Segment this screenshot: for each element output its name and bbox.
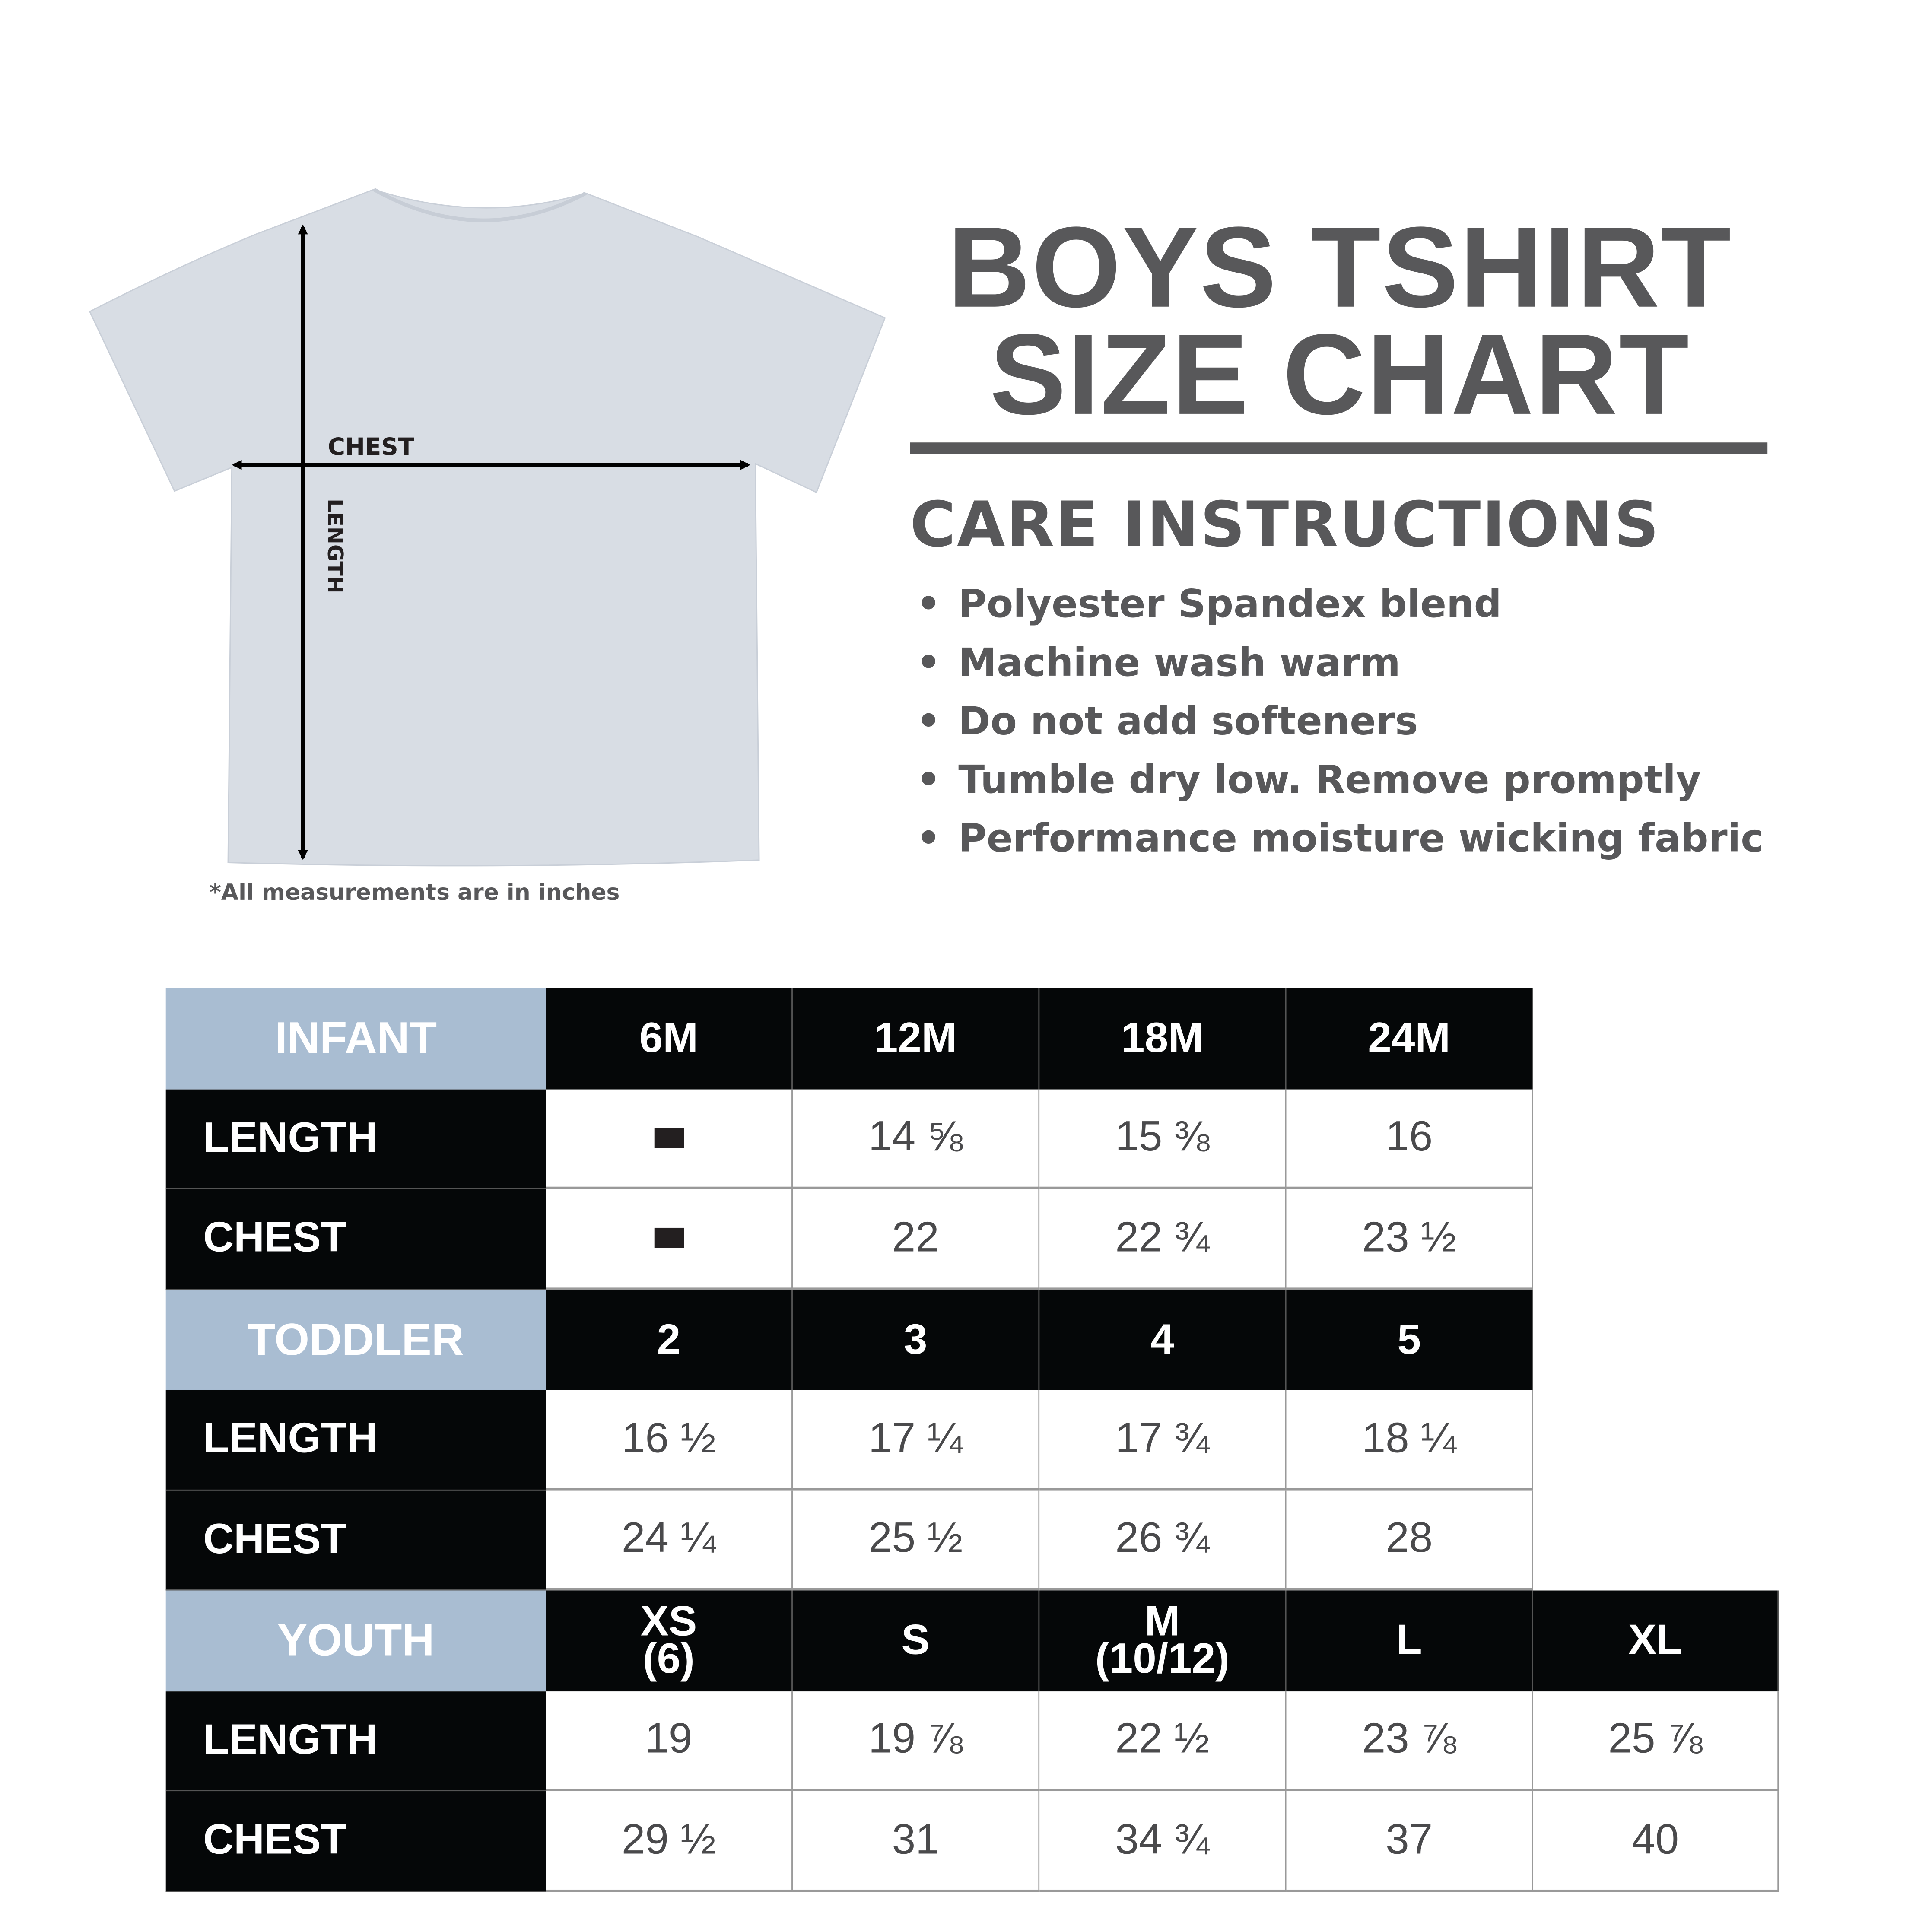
category-toddler: TODDLER (165, 1289, 546, 1390)
care-heading: CARE INSTRUCTIONS (910, 488, 1660, 561)
measurement-value (546, 1189, 793, 1290)
title-line-1: BOYS TSHIRT (947, 204, 1732, 332)
size-header: 5 (1286, 1289, 1533, 1390)
measurement-value: 19 (546, 1690, 793, 1792)
care-item: Do not add softeners (916, 693, 1764, 752)
measurement-value: 23 ⅞ (1286, 1690, 1533, 1792)
measurement-value (546, 1089, 793, 1189)
measurement-value: 23 ½ (1286, 1189, 1533, 1290)
title-line-2: SIZE CHART (989, 311, 1690, 439)
measurement-note: *All measurements are in inches (209, 880, 620, 906)
size-header: 6M (546, 988, 793, 1089)
care-list: Polyester Spandex blend Machine wash war… (916, 576, 1764, 869)
care-item: Polyester Spandex blend (916, 576, 1764, 635)
size-header: M (10/12) (1039, 1590, 1287, 1691)
size-header: XL (1533, 1590, 1779, 1691)
category-youth: YOUTH (165, 1590, 546, 1691)
size-header: 3 (792, 1289, 1040, 1390)
measurement-value: 15 ⅜ (1039, 1089, 1287, 1189)
measurement-value: 22 ¾ (1039, 1189, 1287, 1290)
category-infant: INFANT (165, 988, 546, 1089)
row-label-length: LENGTH (165, 1089, 546, 1189)
care-item: Performance moisture wicking fabric (916, 810, 1764, 869)
measurement-value: 25 ⅞ (1533, 1690, 1779, 1792)
measurement-value: 26 ¾ (1039, 1490, 1287, 1591)
size-header: XS (6) (546, 1590, 793, 1691)
measurement-value: 31 (792, 1791, 1040, 1892)
row-label-chest: CHEST (165, 1791, 546, 1892)
row-label-length: LENGTH (165, 1389, 546, 1490)
row-label-chest: CHEST (165, 1490, 546, 1591)
measurement-value: 37 (1286, 1791, 1533, 1892)
measurement-value: 22 (792, 1189, 1040, 1290)
measurement-value: 25 ½ (792, 1490, 1040, 1591)
measurement-value: 17 ¼ (792, 1389, 1040, 1490)
row-label-chest: CHEST (165, 1189, 546, 1290)
length-label: LENGTH (323, 499, 348, 594)
size-header: 24M (1286, 988, 1533, 1089)
measurement-value: 16 (1286, 1089, 1533, 1189)
measurement-value: 19 ⅞ (792, 1690, 1040, 1792)
measurement-value: 34 ¾ (1039, 1791, 1287, 1892)
measurement-value: 28 (1286, 1490, 1533, 1591)
dash-icon (654, 1228, 684, 1248)
tshirt-diagram: CHEST LENGTH (89, 187, 886, 867)
measurement-value: 40 (1533, 1791, 1779, 1892)
measurement-value: 29 ½ (546, 1791, 793, 1892)
measurement-value: 24 ¼ (546, 1490, 793, 1591)
measurement-value: 17 ¾ (1039, 1389, 1287, 1490)
size-header: 18M (1039, 988, 1287, 1089)
row-label-length: LENGTH (165, 1690, 546, 1792)
measurement-value: 14 ⅝ (792, 1089, 1040, 1189)
size-header: 2 (546, 1289, 793, 1390)
dash-icon (654, 1128, 684, 1148)
care-item: Machine wash warm (916, 635, 1764, 693)
title-divider (910, 442, 1768, 454)
tshirt-shape (89, 189, 886, 867)
measurement-value: 16 ½ (546, 1389, 793, 1490)
size-header: 4 (1039, 1289, 1287, 1390)
size-header: L (1286, 1590, 1533, 1691)
care-item: Tumble dry low. Remove promptly (916, 752, 1764, 810)
size-header: S (792, 1590, 1040, 1691)
measurement-value: 18 ¼ (1286, 1389, 1533, 1490)
page-title: BOYS TSHIRT SIZE CHART (910, 204, 1770, 439)
chest-label: CHEST (328, 433, 415, 461)
size-header: 12M (792, 988, 1040, 1089)
measurement-value: 22 ½ (1039, 1690, 1287, 1792)
